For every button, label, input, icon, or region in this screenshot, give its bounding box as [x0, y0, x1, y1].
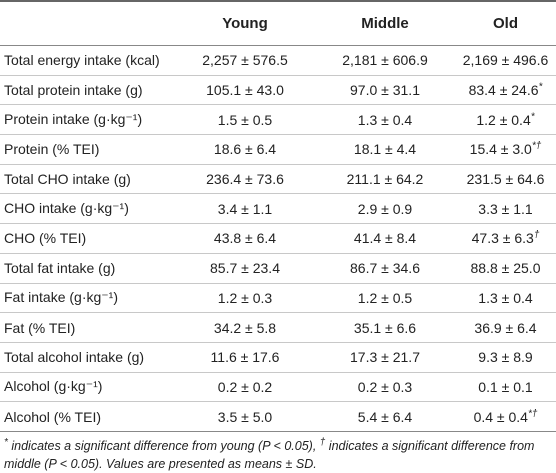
table-row: Total CHO intake (g) 236.4 ± 73.6 211.1 ± … [0, 164, 556, 195]
row-label: Total CHO intake (g) [0, 164, 175, 195]
footnote-mark: † [319, 436, 326, 448]
footnote: * indicates a significant difference fro… [0, 432, 556, 473]
cell: 1.3 ± 0.4 [315, 104, 455, 136]
table-row: Protein intake (g·kg⁻¹) 1.5 ± 0.5 1.3 ± 0.… [0, 104, 556, 136]
cell: 3.4 ± 1.1 [175, 193, 315, 225]
footnote-mark: * [4, 436, 8, 448]
cell: 85.7 ± 23.4 [175, 253, 315, 284]
cell: 0.4 ± 0.4*† [455, 401, 556, 432]
table-row: Alcohol (% TEI) 3.5 ± 5.0 5.4 ± 6.4 0.4 ± 0… [0, 401, 556, 432]
cell: 1.2 ± 0.4* [455, 104, 556, 136]
table-row: Total fat intake (g) 85.7 ± 23.4 86.7 ± 34… [0, 253, 556, 284]
cell: 2,169 ± 496.6 [455, 45, 556, 76]
cell: 86.7 ± 34.6 [315, 253, 455, 284]
table-row: Protein (% TEI) 18.6 ± 6.4 18.1 ± 4.4 15.4 … [0, 134, 556, 165]
row-label: Protein (% TEI) [0, 134, 175, 165]
cell: 18.6 ± 6.4 [175, 134, 315, 165]
table-body: Total energy intake (kcal) 2,257 ± 576.5 2… [0, 45, 556, 432]
row-label: Total alcohol intake (g) [0, 342, 175, 373]
cell-value: 83.4 ± 24.6 [468, 82, 539, 99]
cell: 0.1 ± 0.1 [455, 372, 556, 403]
cell: 2,257 ± 576.5 [175, 45, 315, 76]
column-header: Middle [315, 1, 455, 46]
column-header [0, 1, 175, 46]
cell: 41.4 ± 8.4 [315, 223, 455, 254]
cell: 83.4 ± 24.6* [455, 75, 556, 106]
significance-mark: *† [531, 140, 542, 152]
cell: 0.2 ± 0.3 [315, 372, 455, 403]
cell: 2.9 ± 0.9 [315, 193, 455, 225]
cell: 15.4 ± 3.0*† [455, 134, 556, 165]
cell-value: 47.3 ± 6.3 [471, 230, 534, 247]
cell: 97.0 ± 31.1 [315, 75, 455, 106]
cell: 211.1 ± 64.2 [315, 164, 455, 195]
cell: 236.4 ± 73.6 [175, 164, 315, 195]
cell: 3.3 ± 1.1 [455, 193, 556, 225]
cell: 17.3 ± 21.7 [315, 342, 455, 373]
row-label: Total fat intake (g) [0, 253, 175, 284]
row-label: Alcohol (g·kg⁻¹) [0, 372, 175, 403]
table-row: Total alcohol intake (g) 11.6 ± 17.6 17.3 … [0, 342, 556, 373]
table-row: Total protein intake (g) 105.1 ± 43.0 97.0… [0, 75, 556, 106]
significance-mark: *† [527, 407, 538, 419]
cell-value: 15.4 ± 3.0 [469, 141, 532, 158]
cell: 1.2 ± 0.5 [315, 283, 455, 314]
cell: 2,181 ± 606.9 [315, 45, 455, 76]
cell: 36.9 ± 6.4 [455, 312, 556, 343]
cell: 34.2 ± 5.8 [175, 312, 315, 343]
row-label: CHO (% TEI) [0, 223, 175, 254]
cell: 1.3 ± 0.4 [455, 283, 556, 314]
cell-value: 0.4 ± 0.4 [473, 408, 528, 425]
data-table: Young Middle Old Total energy intake (kcal… [0, 0, 556, 432]
cell: 47.3 ± 6.3† [455, 223, 556, 254]
row-label: Fat intake (g·kg⁻¹) [0, 283, 175, 314]
significance-mark: * [530, 111, 535, 123]
column-header: Old [455, 1, 556, 46]
cell: 1.2 ± 0.3 [175, 283, 315, 314]
cell: 11.6 ± 17.6 [175, 342, 315, 373]
cell: 5.4 ± 6.4 [315, 401, 455, 432]
cell: 9.3 ± 8.9 [455, 342, 556, 373]
column-header: Young [175, 1, 315, 46]
row-label: Total protein intake (g) [0, 75, 175, 106]
cell: 0.2 ± 0.2 [175, 372, 315, 403]
row-label: Total energy intake (kcal) [0, 45, 175, 76]
cell-value: 1.2 ± 0.4 [476, 111, 531, 128]
row-label: Fat (% TEI) [0, 312, 175, 343]
significance-mark: † [533, 229, 540, 241]
row-label: Alcohol (% TEI) [0, 401, 175, 432]
cell: 105.1 ± 43.0 [175, 75, 315, 106]
significance-mark: * [538, 81, 543, 93]
row-label: Protein intake (g·kg⁻¹) [0, 104, 175, 136]
cell: 18.1 ± 4.4 [315, 134, 455, 165]
cell: 88.8 ± 25.0 [455, 253, 556, 284]
cell: 1.5 ± 0.5 [175, 104, 315, 136]
cell: 35.1 ± 6.6 [315, 312, 455, 343]
table-row: Total energy intake (kcal) 2,257 ± 576.5 2… [0, 45, 556, 76]
cell: 3.5 ± 5.0 [175, 401, 315, 432]
header-row: Young Middle Old [0, 1, 556, 46]
table-row: CHO intake (g·kg⁻¹) 3.4 ± 1.1 2.9 ± 0.9 3.3… [0, 193, 556, 225]
table-row: CHO (% TEI) 43.8 ± 6.4 41.4 ± 8.4 47.3 ± 6.… [0, 223, 556, 254]
footnote-text: indicates a significant difference from … [7, 438, 320, 453]
cell: 231.5 ± 64.6 [455, 164, 556, 195]
table-row: Fat (% TEI) 34.2 ± 5.8 35.1 ± 6.6 36.9 ± 6.… [0, 312, 556, 343]
table-row: Fat intake (g·kg⁻¹) 1.2 ± 0.3 1.2 ± 0.5 1.3… [0, 283, 556, 314]
cell: 43.8 ± 6.4 [175, 223, 315, 254]
table-row: Alcohol (g·kg⁻¹) 0.2 ± 0.2 0.2 ± 0.3 0.1 ± … [0, 372, 556, 403]
row-label: CHO intake (g·kg⁻¹) [0, 193, 175, 225]
